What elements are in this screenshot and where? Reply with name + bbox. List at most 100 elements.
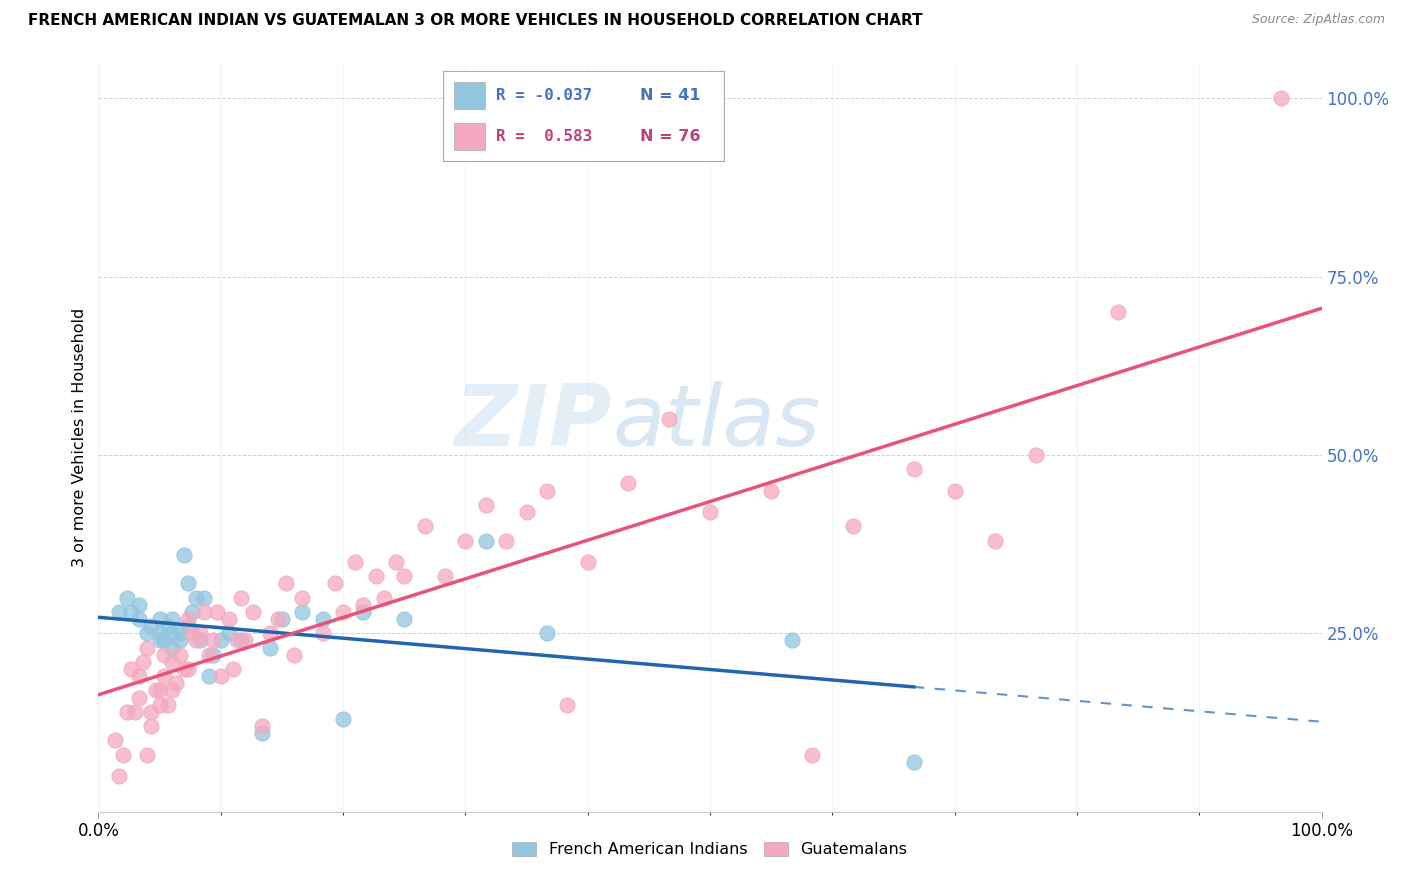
Point <box>332 605 354 619</box>
Point <box>169 633 191 648</box>
Point <box>283 648 305 662</box>
Point <box>434 569 457 583</box>
Point <box>536 483 558 498</box>
Point <box>231 633 253 648</box>
Point <box>188 633 212 648</box>
Text: N = 76: N = 76 <box>640 129 700 144</box>
Text: atlas: atlas <box>612 381 820 464</box>
Point <box>115 705 138 719</box>
Point <box>149 612 172 626</box>
Point <box>149 633 172 648</box>
Point <box>128 612 150 626</box>
Point <box>218 612 240 626</box>
Point <box>209 633 232 648</box>
Legend: French American Indians, Guatemalans: French American Indians, Guatemalans <box>506 835 914 863</box>
Point <box>181 626 204 640</box>
Point <box>141 619 163 633</box>
Point <box>149 698 172 712</box>
Point <box>149 626 172 640</box>
Point <box>233 633 256 648</box>
Point <box>132 655 155 669</box>
FancyBboxPatch shape <box>454 82 485 109</box>
Point <box>250 719 273 733</box>
Point <box>173 662 195 676</box>
Point <box>169 648 191 662</box>
Text: R = -0.037: R = -0.037 <box>496 88 592 103</box>
Point <box>903 755 925 769</box>
Point <box>177 576 200 591</box>
Point <box>205 605 228 619</box>
Point <box>104 733 127 747</box>
Point <box>120 662 142 676</box>
Point <box>128 598 150 612</box>
Point <box>124 705 146 719</box>
Point <box>156 698 179 712</box>
Point <box>201 648 224 662</box>
Point <box>231 591 253 605</box>
Point <box>267 612 290 626</box>
Point <box>141 705 163 719</box>
Point <box>173 548 195 562</box>
Point <box>1270 91 1292 105</box>
Point <box>454 533 477 548</box>
Point <box>226 633 249 648</box>
Point <box>1107 305 1129 319</box>
Point <box>177 619 200 633</box>
Point <box>242 605 264 619</box>
Point <box>984 533 1007 548</box>
Point <box>152 633 174 648</box>
Point <box>197 669 219 683</box>
Point <box>111 747 134 762</box>
Point <box>323 576 346 591</box>
Point <box>474 498 498 512</box>
Point <box>169 626 191 640</box>
Point <box>658 412 681 426</box>
Point <box>250 726 273 740</box>
Point <box>145 683 167 698</box>
Point <box>136 747 159 762</box>
Point <box>474 533 498 548</box>
Point <box>186 591 208 605</box>
FancyBboxPatch shape <box>454 123 485 150</box>
Point <box>177 662 200 676</box>
Point <box>181 605 204 619</box>
Point <box>312 612 335 626</box>
Point <box>352 598 374 612</box>
Point <box>177 612 200 626</box>
Point <box>209 669 232 683</box>
Point <box>841 519 863 533</box>
Point <box>385 555 408 569</box>
Point <box>128 669 150 683</box>
Point <box>344 555 367 569</box>
Point <box>392 569 416 583</box>
Point <box>193 591 215 605</box>
Point <box>160 683 183 698</box>
Point <box>197 648 219 662</box>
Point <box>352 605 374 619</box>
Point <box>160 626 183 640</box>
Point <box>186 633 208 648</box>
Point <box>516 505 538 519</box>
Point <box>193 605 215 619</box>
Point <box>136 640 159 655</box>
Point <box>392 612 416 626</box>
Point <box>761 483 783 498</box>
Point <box>108 769 131 783</box>
Point <box>128 690 150 705</box>
Point <box>160 655 183 669</box>
Text: R =  0.583: R = 0.583 <box>496 129 592 144</box>
Point <box>160 612 183 626</box>
Point <box>576 555 599 569</box>
Text: Source: ZipAtlas.com: Source: ZipAtlas.com <box>1251 13 1385 27</box>
Point <box>160 640 183 655</box>
Point <box>141 719 163 733</box>
Point <box>413 519 436 533</box>
Point <box>801 747 824 762</box>
Point <box>152 648 174 662</box>
Point <box>120 605 142 619</box>
Y-axis label: 3 or more Vehicles in Household: 3 or more Vehicles in Household <box>72 308 87 566</box>
Point <box>780 633 803 648</box>
Point <box>617 476 640 491</box>
Point <box>699 505 721 519</box>
Point <box>149 683 172 698</box>
